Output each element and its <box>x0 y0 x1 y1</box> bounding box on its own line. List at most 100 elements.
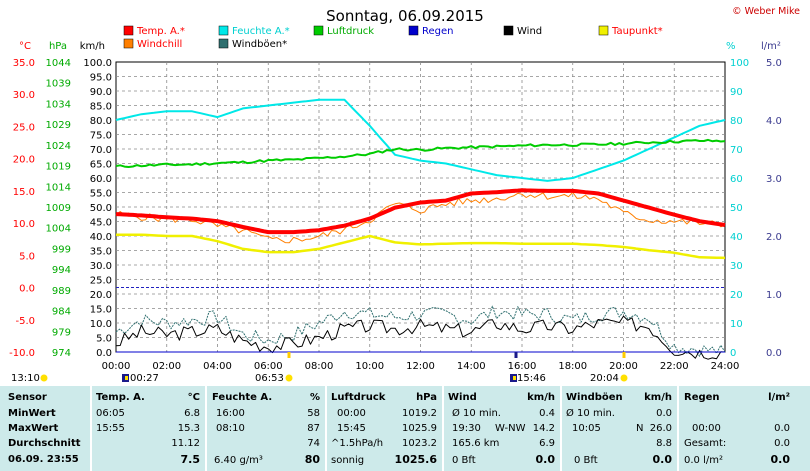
wind-tick-label: 55.0 <box>90 189 112 200</box>
humidity-min-value: 58 <box>307 408 320 419</box>
stats-max-label: MaxWert <box>8 423 59 434</box>
wind-tick-label: 60.0 <box>90 174 112 185</box>
pressure-unit: hPa <box>416 392 437 403</box>
statistics-panel: Sensor MinWert MaxWert Durchschnitt 06.0… <box>0 386 810 471</box>
pressure-tick-label: 974 <box>52 348 71 359</box>
pressure-axis-unit: hPa <box>49 41 67 52</box>
rain-tick-label: 1.0 <box>766 290 782 301</box>
copyright-label: © Weber Mike <box>732 6 800 17</box>
series-pressure-line <box>115 138 726 168</box>
humidity-max-time: 08:10 <box>216 423 245 434</box>
stats-min-label: MinWert <box>8 408 56 419</box>
gusts-min-label: Ø 10 min. <box>566 408 615 419</box>
pressure-tick-label: 1039 <box>46 79 71 90</box>
gusts-header: Windböen <box>566 392 623 403</box>
temp-max-time: 15:55 <box>96 423 125 434</box>
time-tick-label: 20:00 <box>609 361 638 372</box>
pressure-header: Luftdruck <box>331 392 386 403</box>
moonrise-icon-fill <box>125 376 128 380</box>
wind-header: Wind <box>448 392 477 403</box>
temp-tick-label: 30.0 <box>13 90 35 101</box>
wind-min-label: Ø 10 min. <box>452 408 501 419</box>
time-tick-label: 08:00 <box>305 361 334 372</box>
humidity-tick-label: 70 <box>730 145 743 156</box>
wind-axis-unit: km/h <box>80 41 105 52</box>
wind-tick-label: 0.0 <box>96 348 112 359</box>
wind-distance: 165.6 km <box>452 438 500 449</box>
legend-swatch <box>313 25 324 36</box>
wind-max-value: 14.2 <box>532 423 555 434</box>
sunset-icon <box>620 374 628 382</box>
pressure-tick-label: 1034 <box>46 99 71 110</box>
pressure-tick-label: 1029 <box>46 120 71 131</box>
wind-tick-label: 20.0 <box>90 290 112 301</box>
gusts-beaufort: 0 Bft <box>574 455 598 466</box>
wind-avg-value: 6.9 <box>539 438 555 449</box>
rain-current-value: 0.0 <box>770 453 791 466</box>
humidity-tick-label: 50 <box>730 203 743 214</box>
legend-label: Windchill <box>137 39 182 50</box>
rain-max-value: 0.0 <box>774 423 790 434</box>
moonrise-time: 00:27 <box>130 373 159 384</box>
rain-total-label: Gesamt: <box>684 438 727 449</box>
humidity-absolute: 6.40 g/m³ <box>214 455 263 466</box>
temp-tick-label: 10.0 <box>13 219 35 230</box>
pressure-trend: ^1.5hPa/h <box>331 438 384 449</box>
legend-label: Wind <box>517 26 542 37</box>
pressure-tick-label: 1044 <box>46 58 71 69</box>
temp-tick-label: 20.0 <box>13 155 35 166</box>
weather-chart: Sonntag, 06.09.2015 © Weber Mike Temp. A… <box>9 6 800 384</box>
temp-header: Temp. A. <box>96 392 145 403</box>
time-tick-label: 24:00 <box>711 361 740 372</box>
sunrise-icon <box>285 374 293 382</box>
temp-tick-label: -10.0 <box>9 348 35 359</box>
time-tick-label: 00:00 <box>102 361 131 372</box>
legend-swatch <box>123 25 134 36</box>
humidity-unit: % <box>309 392 320 403</box>
wind-tick-label: 45.0 <box>90 218 112 229</box>
gusts-avg-value: 8.8 <box>656 438 672 449</box>
chart-legend: Temp. A.* Feuchte A.* Luftdruck Regen Wind Ta… <box>123 25 663 50</box>
legend-label: Temp. A.* <box>136 26 185 37</box>
wind-tick-label: 85.0 <box>90 102 112 113</box>
humidity-tick-label: 30 <box>730 261 743 272</box>
wind-unit: km/h <box>527 392 555 403</box>
pressure-tick-label: 979 <box>52 327 71 338</box>
wind-tick-label: 15.0 <box>90 305 112 316</box>
wind-tick-label: 5.0 <box>96 334 112 345</box>
temp-tick-label: 15.0 <box>13 187 35 198</box>
time-tick-label: 06:00 <box>254 361 283 372</box>
sunset-time: 20:04 <box>590 373 619 384</box>
sun-left-time: 13:10 <box>11 373 40 384</box>
humidity-min-time: 16:00 <box>216 408 245 419</box>
wind-tick-label: 75.0 <box>90 131 112 142</box>
chart-grid <box>116 62 725 352</box>
humidity-tick-label: 90 <box>730 87 743 98</box>
pressure-min-time: 00:00 <box>337 408 366 419</box>
legend-swatch <box>503 25 514 36</box>
wind-tick-label: 70.0 <box>90 145 112 156</box>
wind-beaufort: 0 Bft <box>452 455 476 466</box>
wind-tick-label: 30.0 <box>90 261 112 272</box>
gusts-unit: km/h <box>644 392 672 403</box>
sunrise-time: 06:53 <box>255 373 284 384</box>
temp-tick-label: 25.0 <box>13 122 35 133</box>
axis-ticks: 35.0 30.0 25.0 20.0 15.0 10.0 5.0 0.0 -5.0 -10.0 1… <box>9 58 782 372</box>
moonset-time: 15:46 <box>517 373 546 384</box>
humidity-max-value: 87 <box>307 423 320 434</box>
humidity-current-value: 80 <box>304 453 320 466</box>
gusts-max-time: 10:05 <box>572 423 601 434</box>
sun-moon-markers: 13:10 06:53 20:04 00:27 15:46 <box>11 352 628 384</box>
rain-tick-label: 4.0 <box>766 116 782 127</box>
rain-current-label: 0.0 l/m² <box>684 455 723 466</box>
time-tick-label: 02:00 <box>152 361 181 372</box>
rain-tick-label: 2.0 <box>766 232 782 243</box>
pressure-min-value: 1019.2 <box>402 408 437 419</box>
humidity-tick-label: 10 <box>730 319 743 330</box>
humidity-tick-label: 60 <box>730 174 743 185</box>
temp-tick-label: 5.0 <box>19 251 35 262</box>
rain-max-time: 00:00 <box>692 423 721 434</box>
wind-tick-label: 50.0 <box>90 203 112 214</box>
wind-current-value: 0.0 <box>535 453 556 466</box>
pressure-current-value: 1025.6 <box>394 453 437 466</box>
